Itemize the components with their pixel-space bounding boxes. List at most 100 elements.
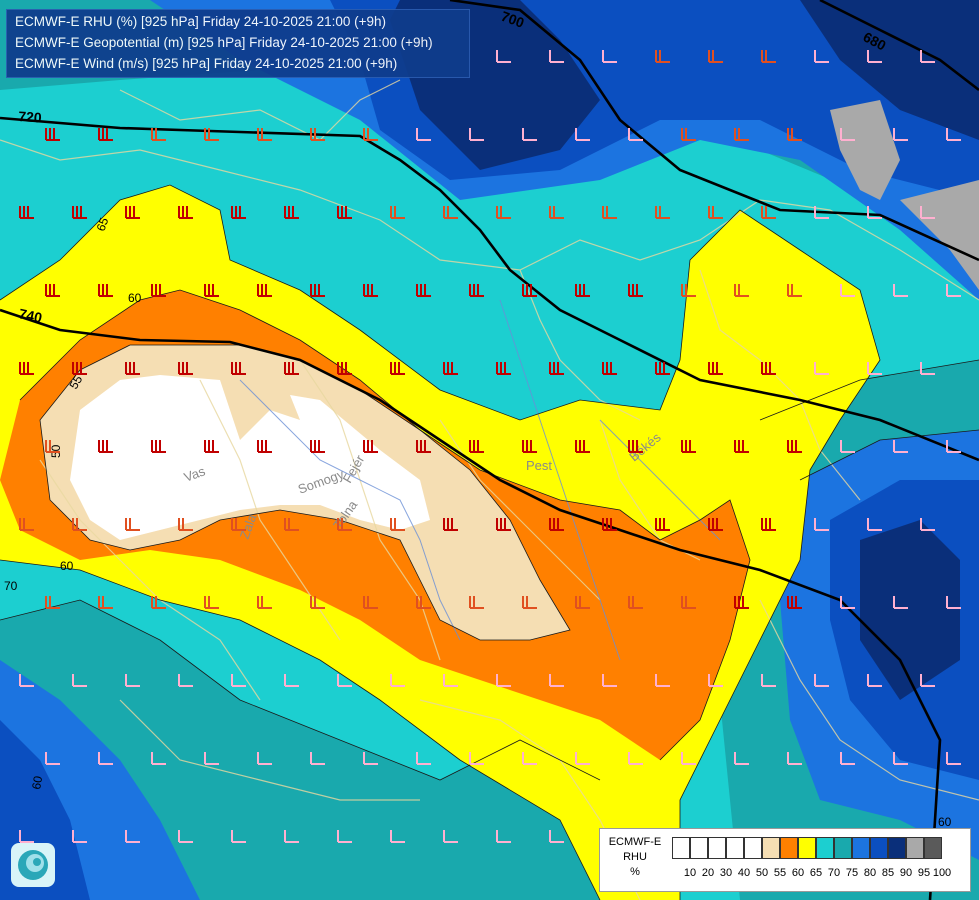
wind-barb-icon <box>284 206 299 219</box>
wind-barb-icon <box>681 284 696 297</box>
wind-barb-icon <box>840 128 855 141</box>
legend-variable: RHU <box>623 851 647 863</box>
wind-barb-icon <box>178 518 193 531</box>
wind-barb-icon <box>416 284 431 297</box>
wind-barb-icon <box>893 596 908 609</box>
wind-barb-icon <box>257 284 272 297</box>
wind-barb-icon <box>363 752 378 765</box>
legend-tick-label: 70 <box>827 867 841 879</box>
wind-barb-icon <box>469 752 484 765</box>
wind-barb-icon <box>761 362 776 375</box>
wind-barb-icon <box>284 518 299 531</box>
wind-barb-icon <box>787 440 802 453</box>
wind-barb-icon <box>125 362 140 375</box>
wind-barb-icon <box>920 362 935 375</box>
wind-barb-icon <box>151 440 166 453</box>
wind-barb-icon <box>310 128 325 141</box>
wind-barb-icon <box>337 518 352 531</box>
legend-label: ECMWF-E RHU % <box>602 835 668 880</box>
wind-barb-icon <box>125 674 140 687</box>
wind-barb-icon <box>231 674 246 687</box>
wind-barb-icon <box>496 50 511 63</box>
wind-barb-icon <box>231 362 246 375</box>
legend-tick-label: 80 <box>863 867 877 879</box>
wind-barb-icon <box>178 206 193 219</box>
legend-swatch <box>816 837 834 859</box>
wind-barb-icon <box>893 128 908 141</box>
legend-swatch <box>762 837 780 859</box>
wind-barb-icon <box>231 206 246 219</box>
geopotential-720 <box>0 116 979 462</box>
wind-barb-icon <box>416 596 431 609</box>
wind-barb-icon <box>337 206 352 219</box>
geopotential-label: 720 <box>18 108 43 126</box>
wind-barb-icon <box>708 50 723 63</box>
legend-swatch <box>672 837 690 859</box>
legend-swatch <box>870 837 888 859</box>
wind-barb-icon <box>19 518 34 531</box>
wind-barb-icon <box>814 362 829 375</box>
wind-barb-icon <box>840 596 855 609</box>
wind-barb-icon <box>363 128 378 141</box>
wind-barb-icon <box>734 596 749 609</box>
wind-barb-icon <box>125 518 140 531</box>
wind-barb-icon <box>840 284 855 297</box>
wind-barb-icon <box>496 674 511 687</box>
rhu-contour-label: 70 <box>4 579 18 593</box>
rhu-contour-label: 55 <box>66 373 85 392</box>
wind-barb-icon <box>257 752 272 765</box>
wind-barb-icon <box>549 830 564 843</box>
rhu-zone-90 <box>860 520 960 700</box>
rhu-contour-label: 65 <box>94 215 112 233</box>
color-legend: ECMWF-E RHU % 10 20 30 40 50 55 60 65 70 75 80 85 90… <box>599 828 971 892</box>
wind-barb-icon <box>337 830 352 843</box>
wind-barb-icon <box>602 518 617 531</box>
wind-barbs <box>19 50 961 843</box>
wind-barb-icon <box>893 440 908 453</box>
wind-barb-icon <box>575 284 590 297</box>
wind-barb-icon <box>867 206 882 219</box>
wind-barb-icon <box>45 440 60 453</box>
wind-barb-icon <box>893 284 908 297</box>
wind-barb-icon <box>72 362 87 375</box>
wind-barb-icon <box>469 596 484 609</box>
legend-swatch <box>888 837 906 859</box>
wind-barb-icon <box>390 362 405 375</box>
rhu-zone-95 <box>830 100 900 200</box>
wind-barb-icon <box>310 752 325 765</box>
wind-barb-icon <box>416 128 431 141</box>
wind-barb-icon <box>178 674 193 687</box>
wind-barb-icon <box>178 830 193 843</box>
wind-barb-icon <box>628 752 643 765</box>
wind-barb-icon <box>814 518 829 531</box>
wind-barb-icon <box>204 752 219 765</box>
legend-swatch <box>852 837 870 859</box>
wind-barb-icon <box>204 440 219 453</box>
wind-barb-icon <box>681 440 696 453</box>
wind-barb-icon <box>72 518 87 531</box>
wind-barb-icon <box>549 50 564 63</box>
legend-tick-label: 20 <box>701 867 715 879</box>
wind-barb-icon <box>761 50 776 63</box>
wind-barb-icon <box>734 752 749 765</box>
legend-swatch <box>780 837 798 859</box>
wind-barb-icon <box>681 128 696 141</box>
wind-barb-icon <box>867 362 882 375</box>
wind-barb-icon <box>522 440 537 453</box>
wind-barb-icon <box>522 128 537 141</box>
wind-barb-icon <box>655 518 670 531</box>
wind-barb-icon <box>522 596 537 609</box>
wind-barb-icon <box>867 674 882 687</box>
legend-tick-label: 100 <box>932 867 952 879</box>
legend-model: ECMWF-E <box>608 836 662 848</box>
wind-barb-icon <box>840 752 855 765</box>
wind-barb-icon <box>363 284 378 297</box>
wind-barb-icon <box>45 752 60 765</box>
wind-barb-icon <box>681 596 696 609</box>
wind-barb-icon <box>575 596 590 609</box>
wind-barb-icon <box>602 362 617 375</box>
wind-barb-icon <box>496 362 511 375</box>
wind-barb-icon <box>125 206 140 219</box>
wind-barb-icon <box>496 518 511 531</box>
wind-barb-icon <box>734 440 749 453</box>
